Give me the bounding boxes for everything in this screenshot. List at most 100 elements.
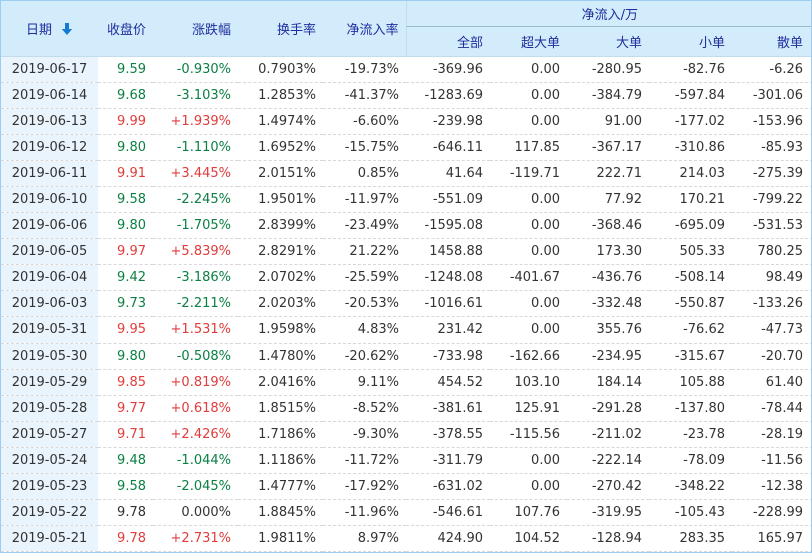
turnover-rate-cell: 1.4974% (238, 108, 323, 136)
date-cell: 2019-05-29 (1, 369, 98, 396)
turnover-rate-cell: 1.8845% (238, 499, 323, 526)
net-inflow-all-cell: -378.55 (406, 421, 490, 448)
change-percent-cell: -3.186% (153, 264, 238, 292)
date-cell: 2019-05-24 (1, 447, 98, 474)
close-price-cell: 9.80 (98, 343, 153, 370)
net-inflow-retail-cell: -153.96 (732, 108, 811, 136)
close-price-cell: 9.73 (98, 290, 153, 318)
net-inflow-retail-cell: -47.73 (732, 316, 811, 344)
net-inflow-retail-cell: -799.22 (732, 186, 811, 214)
net-inflow-rate-cell: -19.73% (323, 56, 406, 84)
net-inflow-rate-cell: -15.75% (323, 134, 406, 162)
turnover-rate-cell: 2.8291% (238, 238, 323, 266)
net-inflow-all-cell: 1458.88 (406, 238, 490, 266)
close-price-cell: 9.80 (98, 134, 153, 162)
date-cell: 2019-06-11 (1, 160, 98, 188)
date-cell: 2019-05-28 (1, 395, 98, 422)
net-inflow-large-cell: -368.46 (567, 212, 649, 240)
change-percent-cell: -1.705% (153, 212, 238, 240)
net-inflow-small-cell: -315.67 (649, 343, 732, 370)
table-row: 2019-05-28 9.77 +0.618% 1.8515% -8.52% -… (1, 395, 811, 422)
date-cell: 2019-05-21 (1, 525, 98, 552)
change-percent-cell: -2.211% (153, 290, 238, 318)
net-inflow-large-cell: -332.48 (567, 290, 649, 318)
column-header-large: 大单 (567, 26, 649, 57)
table-row: 2019-06-10 9.58 -2.245% 1.9501% -11.97% … (1, 186, 811, 214)
column-header-retail: 散单 (732, 26, 811, 57)
column-header-small: 小单 (649, 26, 732, 57)
net-inflow-small-cell: -137.80 (649, 395, 732, 422)
net-inflow-rate-cell: -8.52% (323, 395, 406, 422)
date-cell: 2019-06-03 (1, 290, 98, 318)
net-inflow-large-cell: 173.30 (567, 238, 649, 266)
column-header-close: 收盘价 (98, 1, 153, 57)
column-header-change: 涨跌幅 (153, 1, 238, 57)
net-inflow-large-cell: 355.76 (567, 316, 649, 344)
net-inflow-rate-cell: 8.97% (323, 525, 406, 552)
date-cell: 2019-06-10 (1, 186, 98, 214)
net-inflow-retail-cell: 98.49 (732, 264, 811, 292)
table-row: 2019-06-12 9.80 -1.110% 1.6952% -15.75% … (1, 134, 811, 162)
close-price-cell: 9.58 (98, 473, 153, 500)
column-header-all: 全部 (405, 26, 490, 57)
table-row: 2019-05-31 9.95 +1.531% 1.9598% 4.83% 23… (1, 316, 811, 344)
net-inflow-rate-cell: 21.22% (323, 238, 406, 266)
net-inflow-rate-cell: -17.92% (323, 473, 406, 500)
turnover-rate-cell: 2.0203% (238, 290, 323, 318)
turnover-rate-cell: 2.0151% (238, 160, 323, 188)
net-inflow-rate-cell: -23.49% (323, 212, 406, 240)
net-inflow-super-large-cell: 0.00 (490, 108, 567, 136)
column-header-date[interactable]: 日期 (1, 1, 98, 57)
change-percent-cell: -3.103% (153, 82, 238, 110)
close-price-cell: 9.95 (98, 316, 153, 344)
net-inflow-retail-cell: -78.44 (732, 395, 811, 422)
net-inflow-all-cell: 41.64 (406, 160, 490, 188)
date-cell: 2019-06-17 (1, 56, 98, 84)
column-header-turnover: 换手率 (238, 1, 323, 57)
net-inflow-rate-cell: -41.37% (323, 82, 406, 110)
change-percent-cell: +2.426% (153, 421, 238, 448)
close-price-cell: 9.48 (98, 447, 153, 474)
table-row: 2019-06-13 9.99 +1.939% 1.4974% -6.60% -… (1, 108, 811, 136)
date-cell: 2019-05-30 (1, 343, 98, 370)
change-percent-cell: -1.110% (153, 134, 238, 162)
net-inflow-large-cell: -222.14 (567, 447, 649, 474)
net-inflow-all-cell: -311.79 (406, 447, 490, 474)
table-row: 2019-05-27 9.71 +2.426% 1.7186% -9.30% -… (1, 421, 811, 448)
date-cell: 2019-06-06 (1, 212, 98, 240)
net-inflow-rate-cell: -9.30% (323, 421, 406, 448)
net-inflow-retail-cell: -85.93 (732, 134, 811, 162)
net-inflow-super-large-cell: 0.00 (490, 447, 567, 474)
table-row: 2019-06-04 9.42 -3.186% 2.0702% -25.59% … (1, 264, 811, 292)
table-row: 2019-05-30 9.80 -0.508% 1.4780% -20.62% … (1, 343, 811, 370)
change-percent-cell: +0.618% (153, 395, 238, 422)
net-inflow-large-cell: -211.02 (567, 421, 649, 448)
close-price-cell: 9.71 (98, 421, 153, 448)
net-inflow-small-cell: -76.62 (649, 316, 732, 344)
net-inflow-super-large-cell: 0.00 (490, 473, 567, 500)
change-percent-cell: 0.000% (153, 499, 238, 526)
net-inflow-rate-cell: 4.83% (323, 316, 406, 344)
net-inflow-retail-cell: 165.97 (732, 525, 811, 552)
net-inflow-retail-cell: -6.26 (732, 56, 811, 84)
net-inflow-small-cell: -348.22 (649, 473, 732, 500)
net-inflow-super-large-cell: 0.00 (490, 316, 567, 344)
sort-descending-icon[interactable] (61, 22, 73, 35)
table-row: 2019-06-17 9.59 -0.930% 0.7903% -19.73% … (1, 56, 811, 84)
table-row: 2019-06-14 9.68 -3.103% 1.2853% -41.37% … (1, 82, 811, 110)
date-cell: 2019-06-04 (1, 264, 98, 292)
net-inflow-small-cell: -105.43 (649, 499, 732, 526)
net-inflow-retail-cell: -228.99 (732, 499, 811, 526)
net-inflow-all-cell: -1283.69 (406, 82, 490, 110)
change-percent-cell: -0.930% (153, 56, 238, 84)
change-percent-cell: -2.045% (153, 473, 238, 500)
net-inflow-large-cell: 184.14 (567, 369, 649, 396)
close-price-cell: 9.59 (98, 56, 153, 84)
net-inflow-rate-cell: -20.62% (323, 343, 406, 370)
table-row: 2019-06-05 9.97 +5.839% 2.8291% 21.22% 1… (1, 238, 811, 266)
net-inflow-retail-cell: -28.19 (732, 421, 811, 448)
net-inflow-super-large-cell: 103.10 (490, 369, 567, 396)
net-inflow-super-large-cell: 0.00 (490, 290, 567, 318)
change-percent-cell: -0.508% (153, 343, 238, 370)
